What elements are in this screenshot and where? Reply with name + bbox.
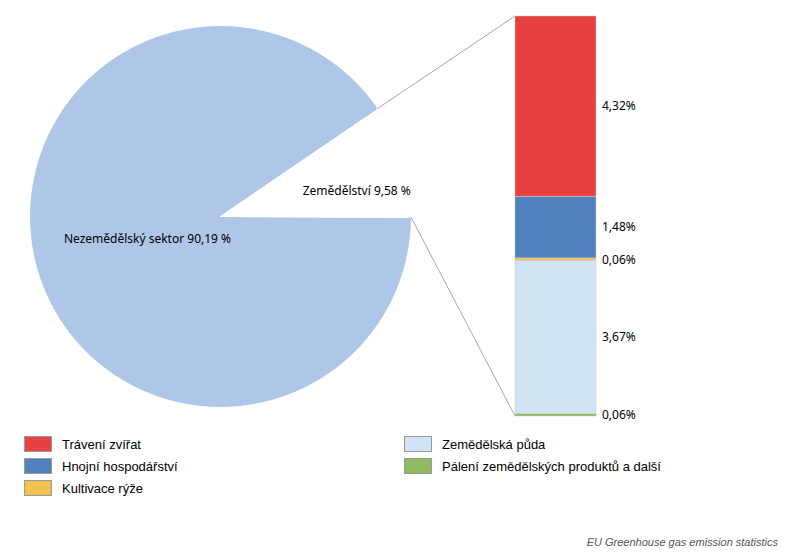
svg-text:4,32%: 4,32%: [602, 97, 636, 114]
html-text:EU Greenhouse gas emission sta: EU Greenhouse gas emission statistics: [586, 536, 778, 548]
html-text:Pálení zemědělských produktů a: Pálení zemědělských produktů a další: [442, 458, 661, 474]
svg-text:Zemědělství 9,58 %: Zemědělství 9,58 %: [303, 182, 411, 199]
html-text:Hnojní hospodářství: Hnojní hospodářství: [62, 458, 178, 474]
svg-text:1,48%: 1,48%: [602, 218, 636, 235]
svg-text:0,06%: 0,06%: [602, 406, 636, 423]
html-text:Kultivace rýže: Kultivace rýže: [62, 480, 143, 496]
svg-text:0,06%: 0,06%: [602, 251, 636, 268]
svg-text:3,67%: 3,67%: [602, 328, 636, 345]
html-text:Trávení zvířat: Trávení zvířat: [62, 436, 141, 452]
svg-text:Nezemědělský sektor 90,19 %: Nezemědělský sektor 90,19 %: [64, 230, 231, 247]
html-text:Zemědělská půda: Zemědělská půda: [442, 436, 546, 452]
